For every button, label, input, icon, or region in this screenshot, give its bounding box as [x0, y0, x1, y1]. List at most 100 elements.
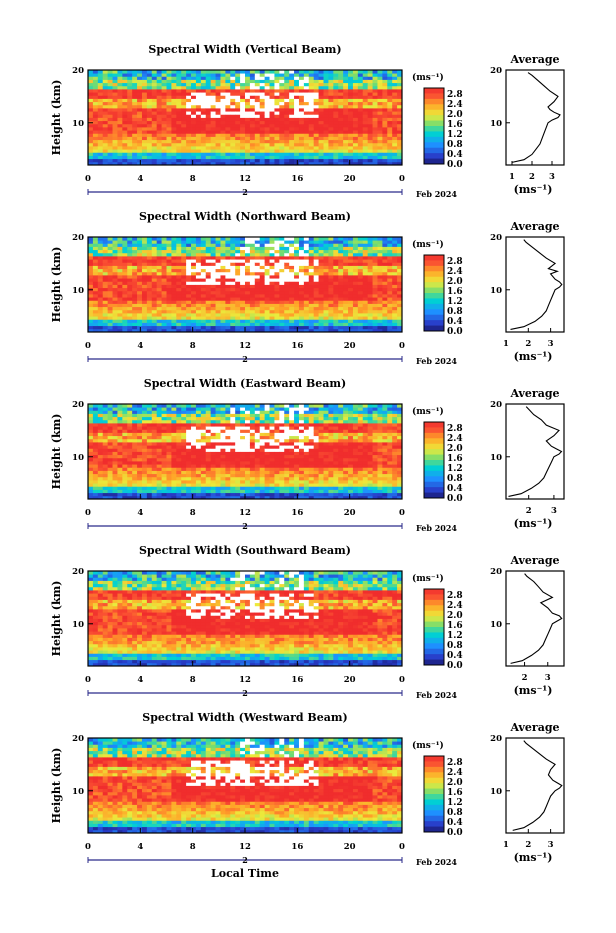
heatmap-cell: [108, 89, 113, 93]
heatmap-cell: [299, 269, 304, 273]
heatmap-cell: [113, 307, 118, 311]
heatmap-cell: [132, 250, 137, 254]
heatmap-cell: [294, 262, 299, 266]
heatmap-cell: [206, 464, 211, 468]
heatmap-cell: [328, 80, 333, 84]
heatmap-cell: [309, 269, 314, 273]
heatmap-cell: [108, 490, 113, 494]
heatmap-cell: [348, 89, 353, 93]
colorbar-tick-label: 0.4: [447, 150, 463, 160]
heatmap-cell: [289, 152, 294, 156]
heatmap-cell: [206, 300, 211, 304]
heatmap-cell: [176, 259, 181, 263]
heatmap-cell: [157, 83, 162, 87]
heatmap-cell: [230, 146, 235, 150]
heatmap-cell: [113, 448, 118, 452]
heatmap-cell: [363, 297, 368, 301]
heatmap-cell: [171, 127, 176, 131]
heatmap-cell: [324, 99, 329, 103]
heatmap-cell: [181, 146, 186, 150]
heatmap-cell: [373, 288, 378, 292]
heatmap-cell: [240, 414, 245, 418]
heatmap-cell: [294, 80, 299, 84]
heatmap-cell: [117, 108, 122, 112]
heatmap-cell: [348, 313, 353, 317]
heatmap-cell: [240, 461, 245, 465]
heatmap-cell: [152, 323, 157, 327]
heatmap-cell: [132, 307, 137, 311]
heatmap-cell: [171, 294, 176, 298]
heatmap-cell: [363, 124, 368, 128]
heatmap-cell: [216, 294, 221, 298]
heatmap-cell: [93, 313, 98, 317]
heatmap-cell: [279, 99, 284, 103]
heatmap-cell: [152, 455, 157, 459]
heatmap-cell: [137, 313, 142, 317]
heatmap-cell: [333, 105, 338, 109]
heatmap-cell: [103, 493, 108, 497]
heatmap-cell: [387, 143, 392, 147]
heatmap-cell: [348, 326, 353, 330]
heatmap-cell: [176, 114, 181, 118]
heatmap-cell: [171, 275, 176, 279]
heatmap-cell: [328, 92, 333, 96]
heatmap-cell: [279, 319, 284, 323]
heatmap-cell: [353, 111, 358, 115]
heatmap-cell: [176, 486, 181, 490]
heatmap-cell: [319, 250, 324, 254]
heatmap-cell: [353, 133, 358, 137]
colorbar-unit: (ms⁻¹): [412, 72, 444, 83]
heatmap-cell: [108, 256, 113, 260]
heatmap-cell: [201, 291, 206, 295]
heatmap-cell: [88, 140, 93, 144]
heatmap-cell: [88, 420, 93, 424]
heatmap-cell: [382, 76, 387, 80]
heatmap-cell: [309, 152, 314, 156]
heatmap-cell: [387, 76, 392, 80]
heatmap-cell: [201, 436, 206, 440]
heatmap-cell: [152, 127, 157, 131]
heatmap-cell: [98, 127, 103, 131]
heatmap-cell: [103, 266, 108, 270]
heatmap-cell: [250, 414, 255, 418]
heatmap-cell: [132, 285, 137, 289]
heatmap-cell: [245, 92, 250, 96]
heatmap-cell: [377, 86, 382, 90]
heatmap-cell: [103, 461, 108, 465]
heatmap-cell: [250, 433, 255, 437]
heatmap-cell: [284, 253, 289, 257]
heatmap-cell: [294, 86, 299, 90]
heatmap-cell: [260, 146, 265, 150]
heatmap-cell: [93, 152, 98, 156]
heatmap-cell: [220, 407, 225, 411]
heatmap-cell: [338, 143, 343, 147]
heatmap-cell: [211, 433, 216, 437]
heatmap-cell: [201, 288, 206, 292]
heatmap-cell: [181, 493, 186, 497]
heatmap-cell: [98, 414, 103, 418]
heatmap-cell: [279, 250, 284, 254]
heatmap-cell: [167, 483, 172, 487]
heatmap-cell: [93, 316, 98, 320]
heatmap-cell: [206, 83, 211, 87]
heatmap-cell: [162, 288, 167, 292]
heatmap-cell: [171, 247, 176, 251]
heatmap-cell: [181, 490, 186, 494]
heatmap-cell: [108, 156, 113, 160]
heatmap-cell: [122, 89, 127, 93]
heatmap-cell: [225, 111, 230, 115]
heatmap-cell: [328, 291, 333, 295]
heatmap-cell: [157, 486, 162, 490]
heatmap-cell: [98, 307, 103, 311]
heatmap-cell: [235, 143, 240, 147]
heatmap-cell: [196, 83, 201, 87]
heatmap-cell: [392, 269, 397, 273]
heatmap-cell: [142, 243, 147, 247]
heatmap-cell: [127, 240, 132, 244]
heatmap-cell: [142, 262, 147, 266]
heatmap-cell: [255, 493, 260, 497]
heatmap-cell: [137, 275, 142, 279]
heatmap-cell: [225, 143, 230, 147]
heatmap-cell: [167, 102, 172, 106]
heatmap-cell: [171, 137, 176, 141]
